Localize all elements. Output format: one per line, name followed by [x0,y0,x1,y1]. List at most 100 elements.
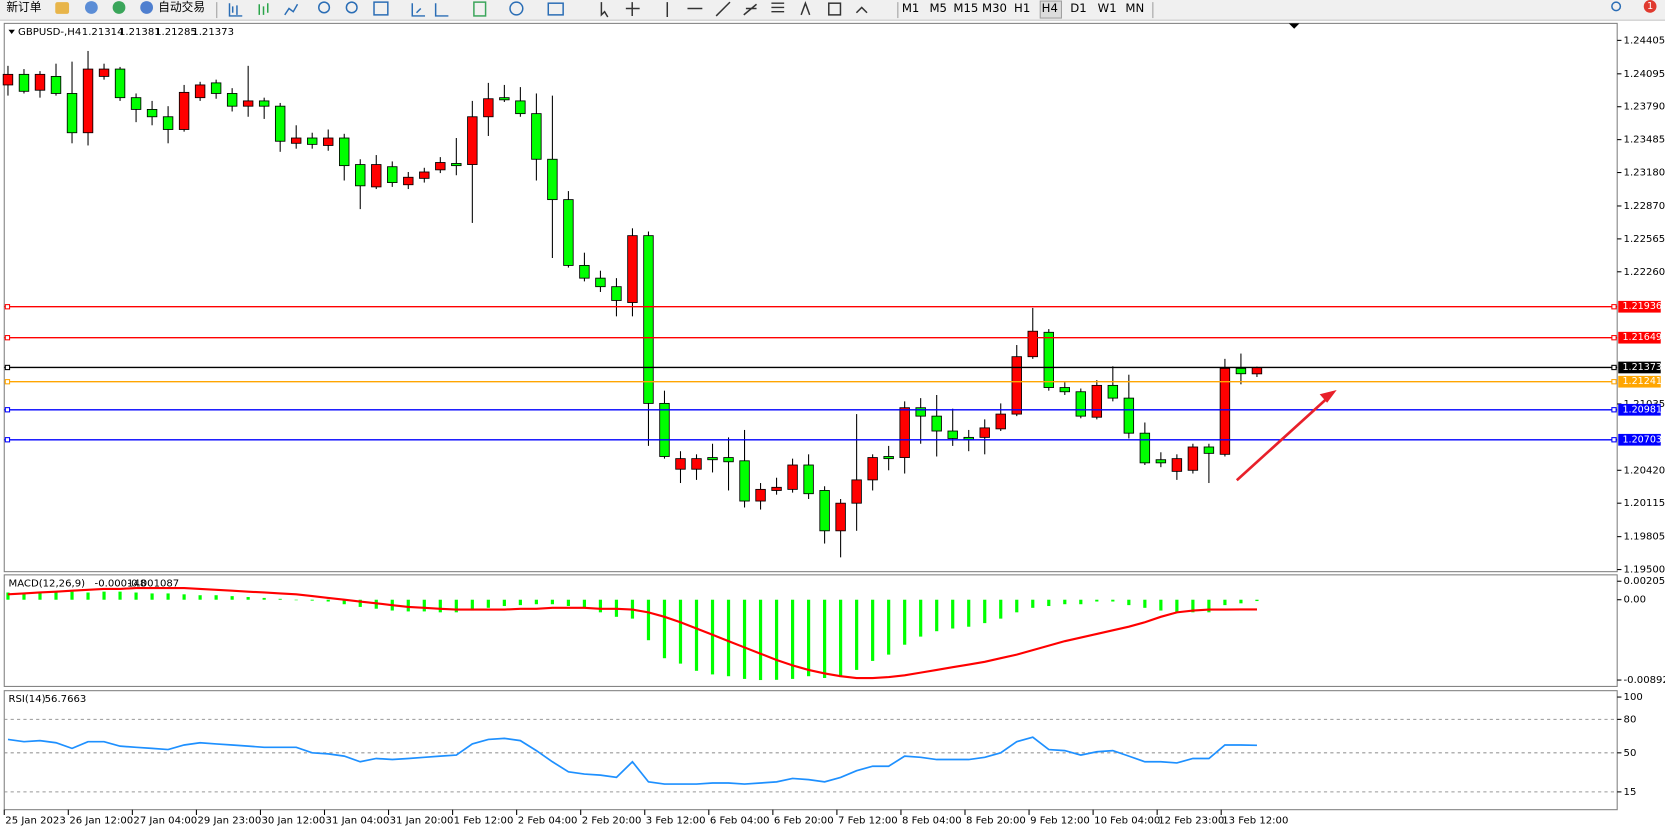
macd-bar [1015,599,1019,613]
timeframe-button[interactable]: M30 [982,1,1007,15]
shift-icon[interactable] [434,3,449,17]
candle-body [1171,458,1183,472]
candle-body [851,479,862,504]
candle-body [226,93,238,107]
main-panel [3,22,1618,573]
search-icon[interactable] [1611,1,1622,12]
toolbar [0,0,1665,21]
macd-bar [326,599,330,602]
timeframe-button[interactable]: MN [1125,1,1144,15]
candle-body [1155,459,1167,464]
channel-icon[interactable] [743,3,758,16]
x-tick-label: 13 Feb 12:00 [1222,815,1288,826]
auto-trading-button[interactable]: 自动交易 [158,0,205,14]
candle-body [114,68,126,99]
zoom-out-icon[interactable] [345,1,358,14]
level-handle [1611,364,1617,371]
tile-icon[interactable] [373,1,389,16]
x-tick-label: 6 Feb 20:00 [774,815,834,826]
crosshair-icon[interactable] [625,2,640,16]
level-handle [4,304,11,310]
toolbar-icon[interactable] [112,1,126,14]
notification-count: 1 [1647,1,1653,12]
candle-body [611,286,622,301]
macd-bar [598,599,603,613]
macd-bar [1111,599,1115,602]
y-tick-label: 1.24405 [1624,35,1665,46]
indicators-icon[interactable] [473,1,487,17]
macd-bar [726,599,731,677]
timeframe-button[interactable]: H1 [1014,1,1030,15]
candle-body [595,277,606,288]
menu-arrow [8,29,15,35]
macd-bar [6,592,10,600]
macd-bar [518,599,522,606]
candle-body [1235,367,1247,375]
timeframe-button[interactable]: H4 [1042,1,1058,15]
toolbar-icon[interactable] [55,2,70,14]
templates-icon[interactable] [547,2,564,16]
macd-bar [566,599,570,607]
candle-body [883,456,894,460]
cursor-icon[interactable] [600,2,609,18]
macd-bar [294,599,298,601]
new-order-button[interactable]: 新订单 [6,0,41,14]
macd-bar [118,591,122,600]
macd-bar [182,594,186,600]
fibo-icon[interactable] [771,2,785,13]
macd-bar [742,599,747,679]
zoom-in-icon[interactable] [318,1,331,14]
price-label-bg [1618,375,1661,388]
macd-bar [919,599,923,637]
timeframe-button[interactable]: M5 [929,1,946,15]
notification-badge[interactable] [1643,0,1657,13]
macd-bar [550,599,554,605]
macd-bar [951,599,955,629]
timeframe-button[interactable]: D1 [1070,1,1086,15]
macd-bar [278,598,282,600]
x-tick-label: 30 Jan 12:00 [262,815,326,826]
macd-bar [1031,599,1035,608]
macd-bar [134,592,138,600]
toolbar-icon[interactable] [85,1,98,14]
candle-body [50,75,62,94]
macd-bar [710,599,715,675]
rsi-title: RSI(14) [9,694,46,705]
y-tick-label: 1.23790 [1624,102,1665,113]
x-tick-label: 31 Jan 20:00 [390,815,454,826]
x-tick-label: 8 Feb 20:00 [966,815,1026,826]
macd-bar [935,599,939,632]
x-tick-label: 1 Feb 12:00 [454,815,514,826]
autoscroll-icon[interactable] [411,3,426,17]
x-tick-label: 9 Feb 12:00 [1030,815,1090,826]
x-tick-label: 8 Feb 04:00 [902,815,962,826]
y-tick-label: 0.00 [1624,595,1646,606]
candle-chart-icon[interactable] [258,3,269,15]
toolbar-icon[interactable] [140,1,154,14]
y-tick-label: 100 [1624,692,1643,703]
periods-icon[interactable] [509,1,524,16]
macd-bar [54,591,58,600]
line-chart-icon[interactable] [284,3,299,16]
level-handle [4,407,11,413]
arrows-icon[interactable] [855,6,868,14]
label-icon[interactable] [828,2,842,16]
macd-bar [358,599,362,607]
macd-bar [166,593,170,600]
macd-bar [646,599,651,641]
price-label-bg [1618,331,1661,344]
timeframe-button[interactable]: M15 [953,1,978,15]
y-tick-label: 1.22565 [1624,234,1665,245]
macd-bar [454,599,458,613]
candle-body [1011,356,1022,415]
level-handle [4,379,11,385]
text-icon[interactable] [800,1,811,16]
trendline-icon[interactable] [715,1,731,17]
bar-chart-icon[interactable] [228,3,243,17]
candle-body [339,137,350,167]
timeframe-button[interactable]: W1 [1098,1,1117,15]
candle-body [1059,387,1070,393]
x-tick-label: 2 Feb 20:00 [582,815,642,826]
candle-body [579,264,590,279]
timeframe-button[interactable]: M1 [902,1,919,15]
